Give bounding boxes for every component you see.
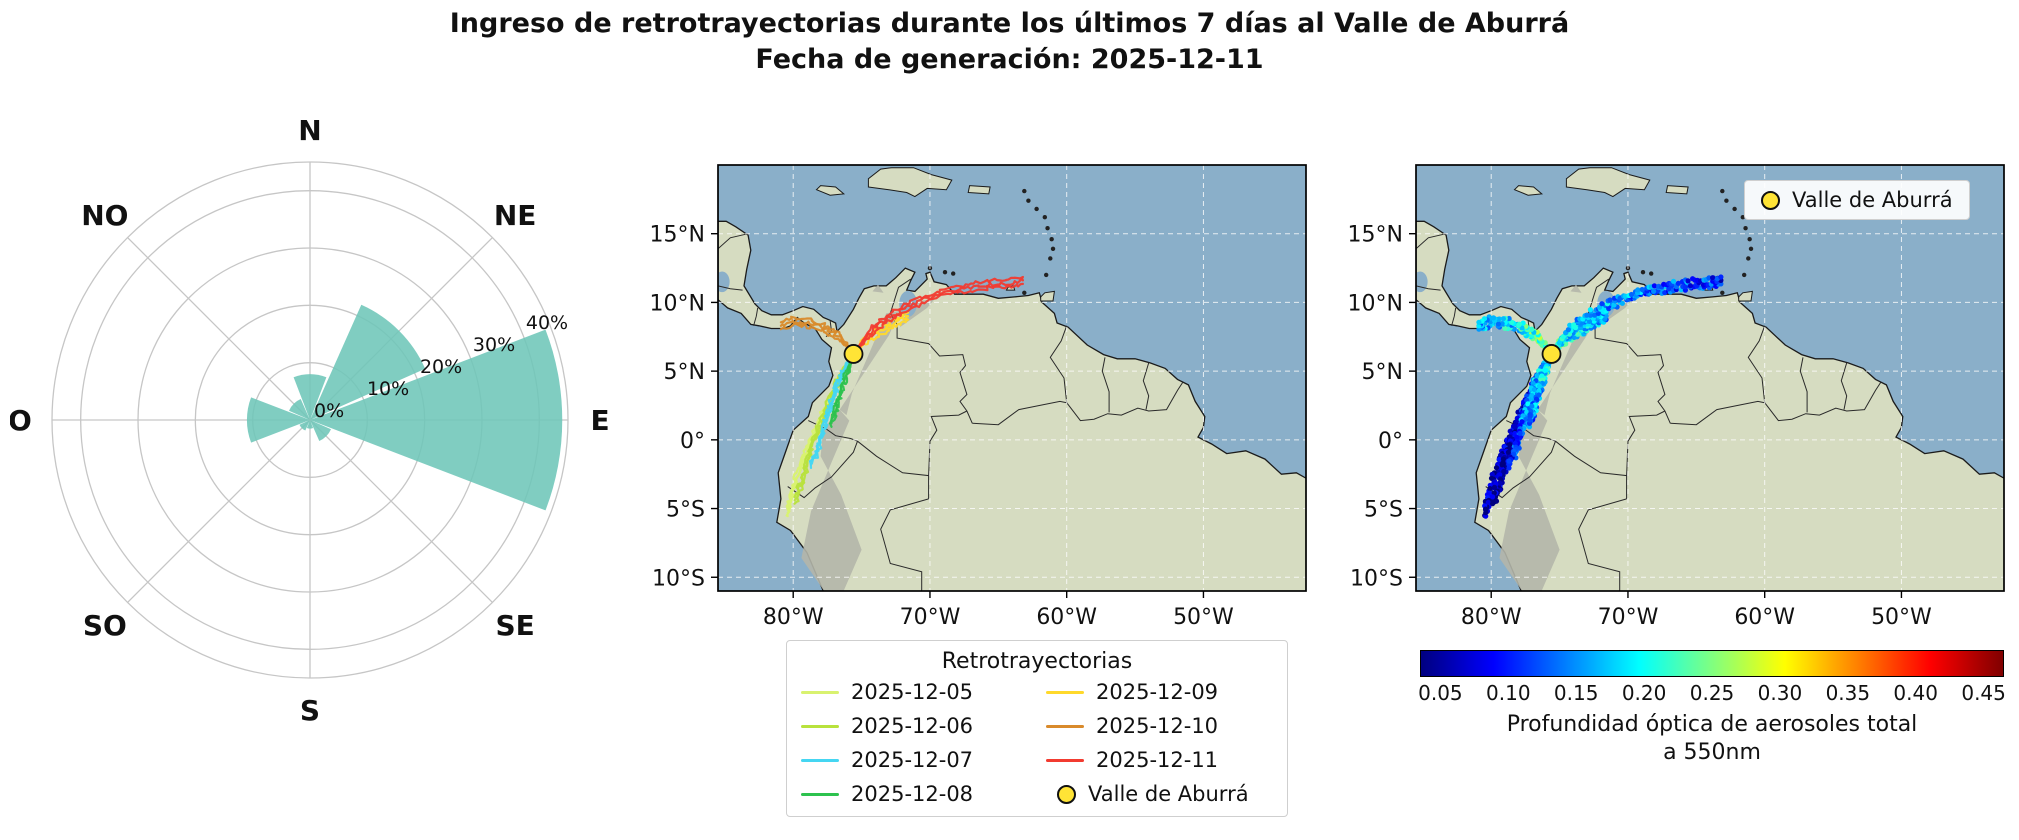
svg-text:NO: NO [81,199,128,232]
aod-colorbar: 0.05 0.10 0.15 0.20 0.25 0.30 0.35 0.40 0.45 Pro… [1418,650,2006,766]
svg-text:5°N: 5°N [1362,360,1403,385]
colorbar-tick-label: 0.15 [1553,681,1599,705]
basemap-layer [718,165,1306,591]
legend-item: 2025-12-10 [1046,714,1273,738]
axis-ticks: 80°W 70°W 60°W 50°W 15°N 10°N 5°N 0° 5°S 10°S [1348,223,1933,630]
svg-text:5°S: 5°S [1364,498,1403,523]
legend-item: 2025-12-11 [1046,748,1273,772]
legend-item: 2025-12-07 [801,748,1028,772]
colorbar-gradient [1420,650,2004,677]
colorbar-label: a 550nm [1663,739,1761,765]
colorbar-tick-label: 0.40 [1893,681,1938,705]
legend-item-marker: Valle de Aburrá [1046,782,1273,806]
colorbar-tick-label: 0.10 [1486,681,1531,705]
legend-title: Retrotrayectorias [941,649,1133,674]
svg-text:60°W: 60°W [1734,605,1795,630]
svg-text:E: E [591,404,610,437]
colorbar-tick-label: 0.20 [1621,681,1667,705]
legend-item: 2025-12-06 [801,714,1028,738]
legend-label: 2025-12-08 [851,782,974,806]
legend-item: 2025-12-05 [801,680,1028,704]
legend-label: 2025-12-11 [1096,748,1219,772]
aod-map-legend: Valle de Aburrá [1744,180,1970,220]
colorbar-label: Profundidad óptica de aerosoles total [1506,712,1918,737]
svg-text:5°N: 5°N [664,360,705,385]
line-swatch [1046,724,1084,728]
line-swatch [801,758,839,762]
legend-label: Valle de Aburrá [1792,188,1953,212]
colorbar-tick-label: 0.35 [1825,681,1871,705]
valle-de-aburra-marker-icon [1761,190,1780,210]
line-swatch [801,792,839,796]
svg-text:50°W: 50°W [1871,605,1932,630]
svg-text:50°W: 50°W [1173,605,1234,630]
colorbar-tick-label: 0.45 [1961,681,2006,705]
colorbar-tick-label: 0.05 [1418,681,1463,705]
legend-label: 2025-12-06 [851,714,974,738]
svg-text:SO: SO [83,609,127,642]
trajectories-map: 80°W 70°W 60°W 50°W 15°N 10°N 5°N 0° 5°S 10°S [650,164,1307,630]
svg-text:10°S: 10°S [1350,566,1403,591]
svg-text:0%: 0% [314,400,344,422]
svg-text:N: N [298,114,321,147]
svg-text:10°N: 10°N [1348,291,1403,316]
svg-text:80°W: 80°W [1461,605,1522,630]
axis-ticks: 80°W 70°W 60°W 50°W 15°N 10°N 5°N 0° 5°S 10°S [650,223,1235,630]
figure-title: Ingreso de retrotrayectorias durante los… [449,8,1570,39]
svg-text:NE: NE [494,199,537,232]
svg-text:O: O [10,404,32,437]
svg-text:15°N: 15°N [650,223,705,248]
svg-text:30%: 30% [473,334,515,356]
legend-item: 2025-12-08 [801,782,1028,806]
colorbar-tick-label: 0.25 [1689,681,1735,705]
svg-text:0°: 0° [680,429,705,454]
svg-text:0°: 0° [1378,429,1403,454]
trajectory-lines-layer [779,275,1024,518]
aod-map: 80°W 70°W 60°W 50°W 15°N 10°N 5°N 0° 5°S 10°S [1348,164,2005,630]
svg-text:SE: SE [495,609,534,642]
legend-grid: 2025-12-05 2025-12-06 2025-12-07 2025-12… [801,680,1273,806]
valle-de-aburra-marker [843,344,864,364]
colorbar-tick-label: 0.30 [1757,681,1803,705]
wind-rose-chart: N NE E SE S SO O NO 0% 10% 20% 30% 40% [10,114,610,727]
svg-text:S: S [300,694,320,727]
line-swatch [801,724,839,728]
rose-petals [246,304,563,511]
colorbar-ticks: 0.05 0.10 0.15 0.20 0.25 0.30 0.35 0.40 0.45 [1418,681,2006,707]
svg-text:15°N: 15°N [1348,223,1403,248]
legend-label: 2025-12-10 [1096,714,1219,738]
svg-text:60°W: 60°W [1036,605,1097,630]
valle-de-aburra-marker [1541,344,1562,364]
figure-subtitle: Fecha de generación: 2025-12-11 [755,44,1264,75]
svg-text:5°S: 5°S [666,498,705,523]
svg-text:10°N: 10°N [650,291,705,316]
line-swatch [801,690,839,694]
svg-text:70°W: 70°W [900,605,961,630]
legend-label: 2025-12-07 [851,748,974,772]
svg-text:40%: 40% [526,312,568,334]
line-swatch [1046,690,1084,694]
svg-text:10°S: 10°S [652,566,705,591]
valle-de-aburra-marker-icon [1057,784,1076,804]
legend-label: Valle de Aburrá [1088,782,1249,806]
rose-direction-labels: N NE E SE S SO O NO [10,114,610,727]
svg-text:20%: 20% [420,356,462,378]
rose-ring-labels: 0% 10% 20% 30% 40% [314,312,568,422]
legend-item: 2025-12-09 [1046,680,1273,704]
legend-label: 2025-12-05 [851,680,974,704]
svg-text:80°W: 80°W [763,605,824,630]
line-swatch [1046,758,1084,762]
trajectories-legend: Retrotrayectorias 2025-12-05 2025-12-06 … [786,640,1288,817]
svg-text:10%: 10% [367,378,409,400]
legend-label: 2025-12-09 [1096,680,1219,704]
svg-text:70°W: 70°W [1598,605,1659,630]
